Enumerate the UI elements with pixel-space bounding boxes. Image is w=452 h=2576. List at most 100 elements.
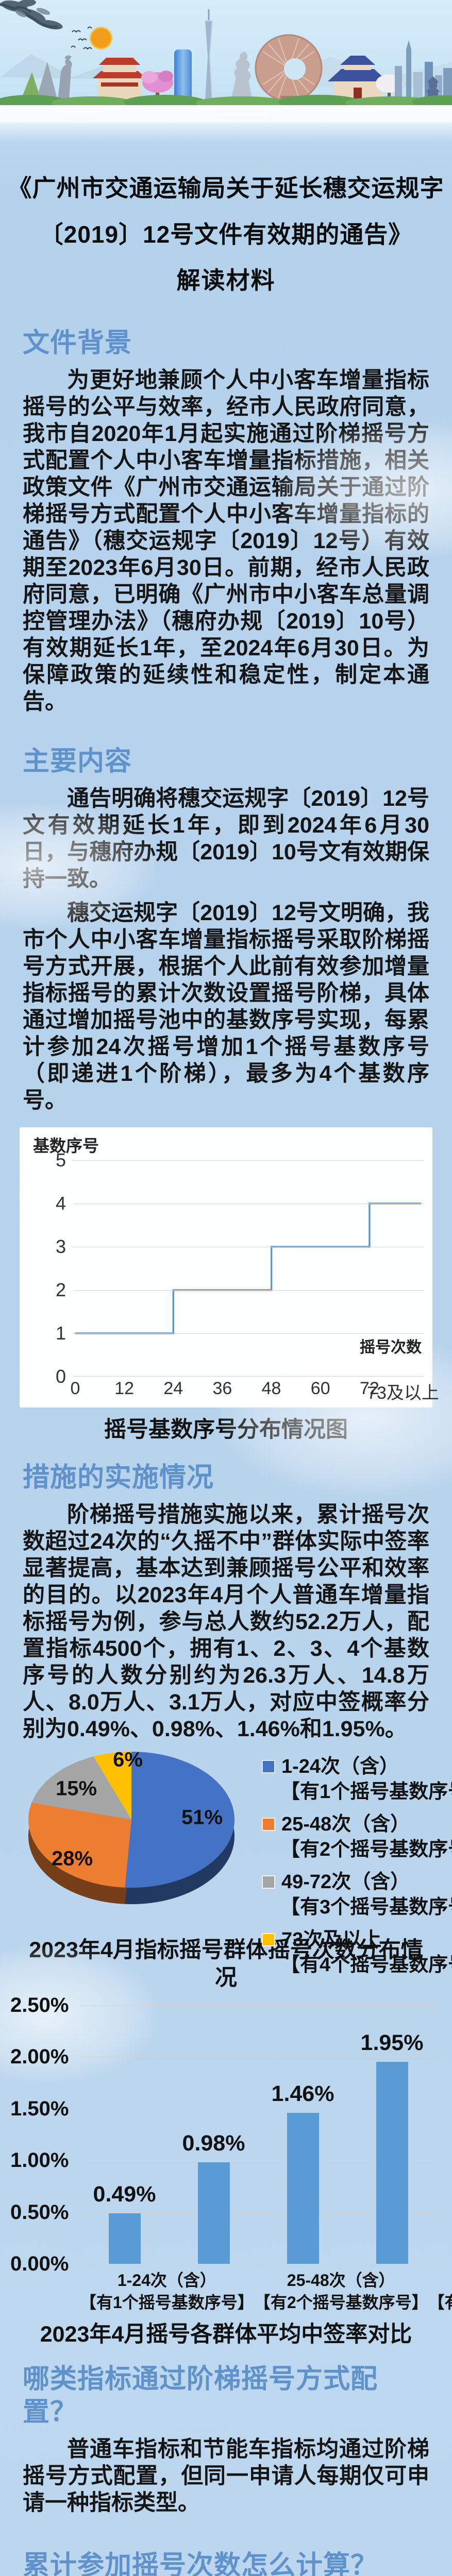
bar-chart: 0.49% 0.98% 1.46% 1.95% 2.50% 2.00% 1.50% 1.00… — [10, 1994, 452, 2313]
section-heading-how-counted: 累计参加摇号次数怎么计算？ — [23, 2551, 378, 2576]
legend-sublabel: 【有2个摇号基数序号】 — [280, 1839, 452, 1860]
pine-branch-icon — [0, 0, 63, 30]
y-tick-label: 5 — [55, 1149, 66, 1171]
five-rams-statue-icon — [58, 55, 72, 100]
gridline — [80, 2212, 437, 2213]
bar-category-sublabel: 【有3个摇号基数序号】 — [428, 2293, 452, 2312]
y-tick-label: 2.00% — [10, 2045, 69, 2069]
bar-column: 1.95% — [347, 2005, 437, 2264]
bar-category: 1-24次（含） 【有1个摇号基数序号】 — [80, 2269, 254, 2313]
y-tick-label: 0 — [55, 1366, 66, 1387]
legend-swatch — [262, 1760, 275, 1773]
pie-slice-label: 15% — [55, 1777, 97, 1800]
y-tick-label: 1 — [55, 1323, 66, 1344]
page-title-line-2: 〔2019〕12号文件有效期的通告》 — [39, 221, 413, 248]
bar — [287, 2112, 319, 2264]
rock — [36, 62, 58, 100]
y-tick-label: 1.50% — [10, 2097, 69, 2120]
gridline — [80, 2160, 437, 2161]
pie-chart-block: 51% 28% 15% 6% 1-24次（含） 【有1个摇号基数序号】 25-48次（含）… — [10, 1748, 452, 1976]
bar-value-label: 0.49% — [93, 2181, 156, 2207]
x-tick-label: 72 — [359, 1379, 379, 1398]
legend-row: 1-24次（含） — [262, 1754, 452, 1780]
legend-row: 73次及以上 — [262, 1927, 452, 1953]
silver-sculpture-icon — [231, 52, 253, 100]
document-title-block: 《广州市交通运输局关于延长穗交运规字 〔2019〕12号文件有效期的通告》 解读… — [0, 165, 452, 303]
bar-column: 0.49% — [80, 2005, 169, 2264]
bar-category-label: 49-72次（含） — [428, 2269, 452, 2292]
gridline — [73, 1290, 424, 1291]
gridline — [80, 2005, 437, 2006]
legend-label: 1-24次（含） — [281, 1756, 399, 1777]
x-tick-label: 12 — [114, 1379, 135, 1398]
page-title-line-1: 《广州市交通运输局关于延长穗交运规字 — [8, 175, 444, 201]
legend-label: 73次及以上 — [281, 1929, 382, 1951]
y-tick-label: 1.00% — [10, 2149, 69, 2172]
bar-column: 1.46% — [258, 2005, 347, 2264]
gridline — [73, 1376, 424, 1377]
pie-slice-label: 6% — [113, 1748, 143, 1771]
gridline — [73, 1160, 424, 1161]
legend-swatch — [262, 1933, 275, 1946]
bar-chart-x-labels: 1-24次（含） 【有1个摇号基数序号】 25-48次（含） 【有2个摇号基数序号】4… — [80, 2269, 452, 2313]
bar-column: 0.98% — [169, 2005, 258, 2264]
legend-label: 49-72次（含） — [281, 1871, 410, 1893]
section-heading-implementation: 措施的实施情况 — [23, 1463, 214, 1493]
legend-item: 73次及以上【有4个摇号基数序号】 — [262, 1927, 452, 1977]
gridline — [80, 2263, 437, 2264]
step-chart-x-axis-label: 摇号次数 — [360, 1339, 422, 1356]
section-heading-main-content: 主要内容 — [23, 747, 132, 776]
y-tick-label: 3 — [55, 1236, 66, 1257]
skyline-illustration — [0, 0, 452, 123]
legend-label: 25-48次（含） — [281, 1814, 410, 1835]
zhenhai-tower-icon — [93, 58, 146, 100]
bar-value-label: 1.95% — [360, 2030, 424, 2056]
pie-chart: 51% 28% 15% 6% — [21, 1748, 247, 1925]
x-tick-label: 24 — [163, 1379, 183, 1398]
legend-item: 25-48次（含） 【有2个摇号基数序号】 — [262, 1811, 452, 1862]
bar-category-sublabel: 【有1个摇号基数序号】 — [80, 2293, 254, 2312]
step-line — [75, 1202, 421, 1334]
bar-chart-plot: 0.49% 0.98% 1.46% 1.95% 2.50% 2.00% 1.50% 1.00… — [10, 1994, 442, 2275]
x-tick-label: 73及以上 — [367, 1383, 439, 1403]
bar-category: 25-48次（含） 【有2个摇号基数序号】 — [254, 2269, 428, 2313]
legend-swatch — [262, 1818, 275, 1831]
paragraph: 普通车指标和节能车指标均通过阶梯摇号方式配置，但同一申请人每期仅可申请一种指标类… — [23, 2437, 429, 2515]
y-tick-label: 0.50% — [10, 2200, 69, 2224]
chart-caption-step: 摇号基数序号分布情况图 — [104, 1417, 348, 1442]
x-tick-label: 0 — [70, 1379, 80, 1398]
bar — [197, 2162, 230, 2264]
y-tick-label: 2 — [55, 1279, 66, 1300]
guangzhou-circle-icon — [255, 34, 323, 102]
y-tick-label: 4 — [55, 1193, 66, 1214]
legend-sublabel: 【有3个摇号基数序号】 — [280, 1896, 452, 1918]
paragraph: 通告明确将穗交运规字〔2019〕12号文有效期延长1年，即到2024年6月30日… — [23, 786, 429, 891]
legend-item: 1-24次（含） 【有1个摇号基数序号】 — [262, 1754, 452, 1804]
bar-category-label: 25-48次（含） — [287, 2271, 395, 2290]
step-chart-x-ticks: 0 12 24 36 48 60 72 73及以上 — [70, 1377, 439, 1403]
legend-sublabel: 【有4个摇号基数序号】 — [280, 1954, 452, 1976]
y-tick-label: 2.50% — [10, 1994, 69, 2016]
paragraph: 为更好地兼顾个人中小客车增量指标摇号的公平与效率，经市人民政府同意，我市自202… — [23, 368, 429, 714]
legend-item: 49-72次（含） 【有3个摇号基数序号】 — [262, 1869, 452, 1920]
section-heading-which-quota: 哪类指标通过阶梯摇号方式配置？ — [23, 2364, 378, 2427]
paragraph: 穗交运规字〔2019〕12号文明确，我市个人中小客车增量指标摇号采取阶梯摇号方式… — [23, 901, 429, 1113]
pink-tree-icon — [141, 71, 173, 100]
x-tick-label: 60 — [310, 1379, 330, 1398]
birds-icon — [71, 26, 92, 50]
step-chart-y-axis-label: 基数序号 — [33, 1137, 99, 1155]
pie-legend: 1-24次（含） 【有1个摇号基数序号】 25-48次（含） 【有2个摇号基数序号】 4… — [262, 1754, 452, 1985]
paragraph: 阶梯摇号措施实施以来，累计摇号次数超过24次的“久摇不中”群体实际中签率显著提高… — [23, 1502, 429, 1741]
canton-tower-icon — [205, 9, 213, 101]
mist-transition — [0, 105, 452, 141]
bar-value-label: 0.98% — [182, 2131, 245, 2156]
sun-icon — [90, 27, 112, 49]
page-subtitle: 解读材料 — [176, 267, 276, 294]
bar-category: 49-72次（含）【有3个摇号基数序号】 — [428, 2269, 452, 2313]
legend-sublabel: 【有1个摇号基数序号】 — [280, 1781, 452, 1803]
step-chart-card: 基数序号 摇号次数 5 4 3 2 1 0 0 12 24 36 48 60 72 73及以上 — [20, 1127, 439, 1408]
x-tick-label: 48 — [261, 1379, 281, 1398]
y-tick-label: 0.00% — [10, 2252, 69, 2275]
x-tick-label: 36 — [212, 1379, 232, 1398]
green-hill — [21, 72, 41, 100]
